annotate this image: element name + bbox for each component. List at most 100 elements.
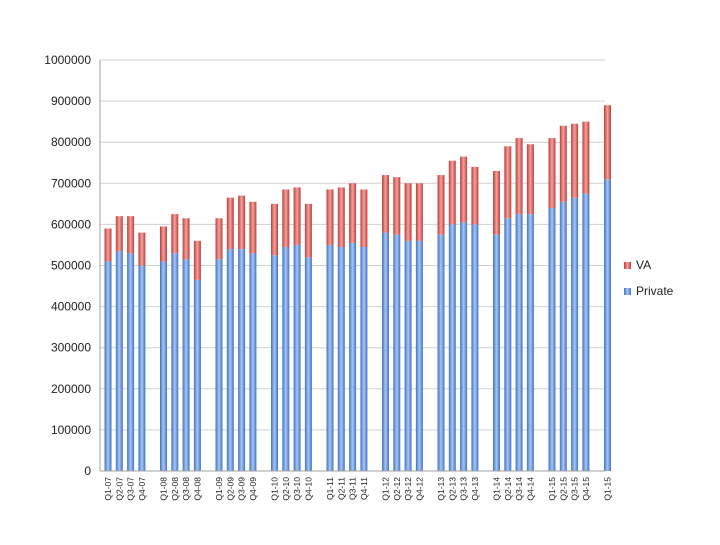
bar-va xyxy=(104,228,112,262)
bar-private xyxy=(504,218,512,471)
x-axis: Q1-07 Q2-07 Q3-07 Q4-07 Q1-08 Q2-08 Q3-08 Q4-08… xyxy=(100,470,613,501)
bar-va xyxy=(471,166,479,225)
bar-private xyxy=(160,261,167,471)
y-tick-label: 900000 xyxy=(51,94,91,108)
y-tick-label: 600000 xyxy=(51,217,91,231)
bar-private xyxy=(559,201,567,472)
bar-private xyxy=(226,249,234,471)
y-tick-label: 300000 xyxy=(51,341,91,355)
x-tick-label: Q2-10 xyxy=(281,477,291,501)
y-tick-label: 700000 xyxy=(51,176,91,190)
bar-private xyxy=(182,259,190,471)
bar-private xyxy=(238,249,246,471)
bar-private xyxy=(337,247,345,471)
x-tick-label: Q1-15 xyxy=(603,477,613,501)
x-tick-label: Q1-12 xyxy=(381,477,391,501)
legend-swatch-private xyxy=(624,288,631,295)
bar-private xyxy=(104,261,112,471)
bar-private xyxy=(404,240,412,471)
bar-private xyxy=(448,224,456,471)
bar-va xyxy=(271,203,278,256)
x-tick-label: Q1-11 xyxy=(325,477,335,500)
bar-va xyxy=(559,125,567,202)
bar-private xyxy=(604,179,611,471)
bar-private xyxy=(349,242,357,471)
y-axis: 0 100000 200000 300000 400000 500000 600000 700… xyxy=(44,53,101,478)
bar-va xyxy=(326,189,334,245)
bar-private xyxy=(115,251,123,471)
bar-va xyxy=(171,214,179,254)
bar-va xyxy=(293,187,301,245)
x-tick-label: Q1-09 xyxy=(214,477,224,501)
legend-label: Private xyxy=(636,284,674,298)
x-tick-label: Q3-15 xyxy=(570,477,580,501)
bar-va xyxy=(138,232,146,266)
bar-va xyxy=(215,218,223,260)
bar-va xyxy=(493,170,500,235)
x-tick-label: Q4-10 xyxy=(303,477,313,501)
bar-va xyxy=(504,146,512,219)
bar-va xyxy=(282,189,290,248)
bar-private xyxy=(293,244,301,471)
bar-private xyxy=(171,253,179,471)
bar-private xyxy=(571,197,579,471)
x-tick-label: Q3-12 xyxy=(403,477,413,501)
legend-label: VA xyxy=(636,258,651,272)
bar-va xyxy=(182,218,190,260)
x-tick-label: Q2-13 xyxy=(447,477,457,501)
x-tick-label: Q1-10 xyxy=(270,477,280,501)
bar-va xyxy=(448,160,456,225)
bar-va xyxy=(415,183,423,241)
x-tick-label: Q2-14 xyxy=(503,477,513,501)
bar-va xyxy=(304,203,312,258)
bar-va xyxy=(249,201,257,254)
x-tick-label: Q4-15 xyxy=(581,477,591,501)
y-tick-label: 1000000 xyxy=(44,53,91,67)
y-tick-label: 800000 xyxy=(51,135,91,149)
bar-va xyxy=(437,175,445,235)
y-tick-label: 500000 xyxy=(51,259,91,273)
y-tick-label: 0 xyxy=(84,464,91,478)
bar-private xyxy=(360,247,368,471)
x-tick-label: Q1-14 xyxy=(492,477,502,501)
legend-swatch-va xyxy=(624,262,631,269)
bar-va xyxy=(393,177,401,235)
bar-va xyxy=(115,216,123,252)
x-tick-label: Q3-14 xyxy=(514,477,524,501)
bar-va xyxy=(604,105,611,180)
x-tick-label: Q4-07 xyxy=(137,477,147,501)
bar-va xyxy=(460,156,468,223)
x-tick-label: Q1-07 xyxy=(103,477,113,501)
bar-va xyxy=(127,216,135,254)
x-tick-label: Q2-08 xyxy=(170,477,180,501)
y-tick-label: 100000 xyxy=(51,423,91,437)
x-tick-label: Q1-08 xyxy=(159,477,169,501)
bar-private xyxy=(437,234,445,471)
bar-va xyxy=(382,175,389,233)
bar-va xyxy=(515,138,523,215)
bar-va xyxy=(238,195,246,250)
bar-private xyxy=(282,247,290,471)
bar-va xyxy=(337,187,345,248)
x-tick-label: Q4-09 xyxy=(248,477,258,501)
x-tick-label: Q2-11 xyxy=(336,477,346,500)
x-tick-label: Q4-14 xyxy=(525,477,535,501)
x-tick-label: Q3-08 xyxy=(181,477,191,501)
bar-private xyxy=(493,234,500,471)
bar-private xyxy=(548,207,556,471)
bar-va xyxy=(404,183,412,241)
bar-va xyxy=(571,123,579,198)
bar-va xyxy=(160,226,167,262)
bar-private xyxy=(460,222,468,471)
bar-private xyxy=(304,257,312,471)
bar-private xyxy=(515,214,523,471)
y-tick-label: 200000 xyxy=(51,382,91,396)
bar-private xyxy=(271,255,278,471)
bar-private xyxy=(415,240,423,471)
bar-private xyxy=(193,279,201,471)
x-tick-label: Q2-09 xyxy=(225,477,235,501)
bar-private xyxy=(215,259,223,471)
x-tick-label: Q2-12 xyxy=(392,477,402,501)
